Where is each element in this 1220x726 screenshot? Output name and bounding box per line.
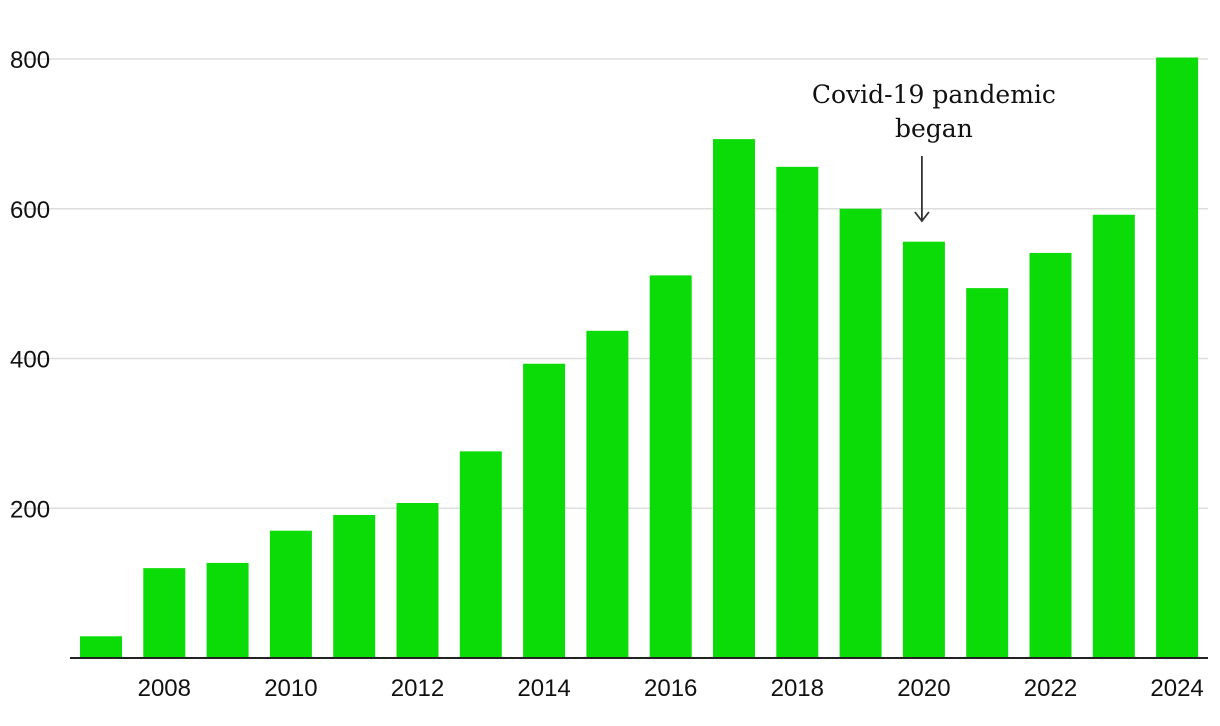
bar-2015 <box>586 330 629 658</box>
bar-2016 <box>649 275 692 658</box>
y-tick-label-800: 800 <box>10 47 50 74</box>
x-tick-label-2018: 2018 <box>771 675 824 702</box>
x-tick-label-2024: 2024 <box>1150 675 1203 702</box>
covid-annotation: Covid-19 pandemic began <box>812 80 1056 223</box>
bar-2008 <box>143 568 186 658</box>
y-tick-labels: 200 400 600 800 <box>10 47 50 523</box>
annotation-line-1: Covid-19 pandemic <box>812 80 1056 109</box>
bar-2021 <box>966 288 1009 658</box>
bar-2010 <box>269 530 312 658</box>
bar-2009 <box>206 562 249 658</box>
bar-2014 <box>523 363 566 658</box>
x-tick-label-2020: 2020 <box>897 675 950 702</box>
bar-2007 <box>80 636 122 658</box>
y-tick-label-200: 200 <box>10 496 50 523</box>
x-tick-label-2016: 2016 <box>644 675 697 702</box>
bars <box>80 57 1199 659</box>
x-tick-label-2008: 2008 <box>138 675 191 702</box>
x-tick-label-2010: 2010 <box>264 675 317 702</box>
bar-2011 <box>333 514 376 658</box>
bar-2013 <box>459 451 502 658</box>
x-tick-label-2014: 2014 <box>517 675 570 702</box>
bar-2024 <box>1156 57 1199 658</box>
annotation-line-2: began <box>895 114 973 143</box>
bar-2018 <box>776 166 819 658</box>
bar-2023 <box>1092 214 1135 659</box>
bar-2019 <box>839 208 882 658</box>
x-tick-labels: 2008 2010 2012 2014 2016 2018 2020 2022 2024 <box>138 675 1204 702</box>
bar-2020 <box>902 241 945 658</box>
y-tick-label-600: 600 <box>10 197 50 224</box>
y-tick-label-400: 400 <box>10 347 50 374</box>
bar-2022 <box>1029 252 1072 658</box>
bar-2012 <box>396 503 439 658</box>
annotation-arrow-head <box>914 211 930 223</box>
bar-2017 <box>713 139 755 658</box>
x-tick-label-2012: 2012 <box>391 675 444 702</box>
x-tick-label-2022: 2022 <box>1024 675 1077 702</box>
